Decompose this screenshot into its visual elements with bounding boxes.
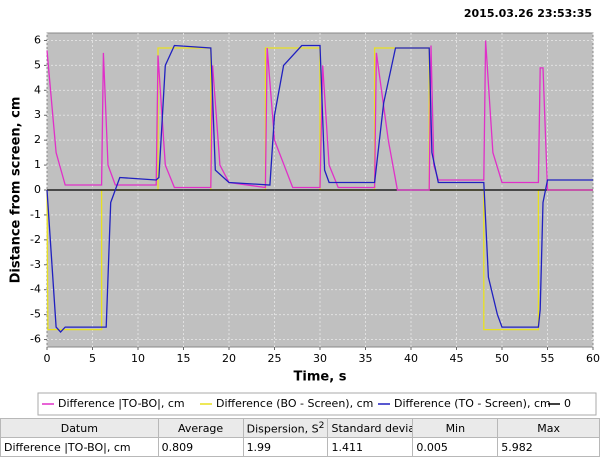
- x-tick-label: 50: [495, 352, 509, 365]
- table-row: Difference |TO-BO|, cm 0.809 1.99 1.411 0.00…: [0, 437, 600, 457]
- series-line: [46, 44, 593, 333]
- y-tick-label: -2: [30, 233, 41, 246]
- header-cell: Dispersion, S2: [242, 418, 329, 438]
- header-cell: Datum: [0, 418, 159, 438]
- y-tick-label: -3: [30, 258, 41, 271]
- y-tick-label: -4: [30, 283, 41, 296]
- y-tick-label: 2: [34, 133, 41, 146]
- header-cell: Standard devia...: [327, 418, 414, 438]
- x-tick-label: 15: [177, 352, 191, 365]
- series-line: [46, 40, 593, 191]
- x-tick-label: 35: [359, 352, 373, 365]
- y-tick-label: 4: [34, 83, 41, 96]
- x-tick-label: 40: [404, 352, 418, 365]
- x-axis-label: Time, s: [294, 370, 347, 385]
- cell: 1.99: [242, 437, 329, 457]
- header-sup: 2: [318, 420, 325, 432]
- y-tick-label: -1: [30, 208, 41, 221]
- y-tick-label: -6: [30, 333, 41, 346]
- x-tick-label: 55: [541, 352, 555, 365]
- x-tick-label: 60: [586, 352, 600, 365]
- cell: 1.411: [327, 437, 414, 457]
- x-tick-label: 45: [450, 352, 464, 365]
- timestamp: 2015.03.26 23:53:35: [464, 7, 592, 20]
- y-tick-label: 6: [34, 33, 41, 46]
- header-text: Dispersion, S: [246, 422, 319, 436]
- y-tick-label: 1: [34, 158, 41, 171]
- cell: 5.982: [497, 437, 600, 457]
- x-tick-label: 20: [222, 352, 236, 365]
- x-tick-label: 25: [268, 352, 282, 365]
- cell: 0.809: [157, 437, 244, 457]
- y-tick-label: 3: [34, 108, 41, 121]
- cell: Difference |TO-BO|, cm: [0, 437, 159, 457]
- legend: [37, 392, 597, 416]
- legend-label: 0: [564, 397, 571, 410]
- y-tick-label: -5: [30, 308, 41, 321]
- header-cell: Average: [157, 418, 244, 438]
- x-tick-label: 10: [131, 352, 145, 365]
- chart: 2015.03.26 23:53:35 Time, s Distance fro…: [8, 7, 600, 416]
- cell: 0.005: [412, 437, 499, 457]
- x-tick-label: 5: [89, 352, 96, 365]
- y-tick-label: 0: [34, 183, 41, 196]
- legend-label: Difference (BO - Screen), cm: [216, 397, 373, 410]
- legend-label: Difference |TO-BO|, cm: [58, 397, 185, 410]
- header-cell: Max: [497, 418, 600, 438]
- header-cell: Min: [412, 418, 499, 438]
- x-tick-label: 30: [313, 352, 327, 365]
- y-tick-label: 5: [34, 58, 41, 71]
- y-axis-label: Distance from screen, cm: [9, 97, 24, 284]
- legend-label: Difference (TO - Screen), cm: [394, 397, 551, 410]
- x-tick-label: 0: [44, 352, 51, 365]
